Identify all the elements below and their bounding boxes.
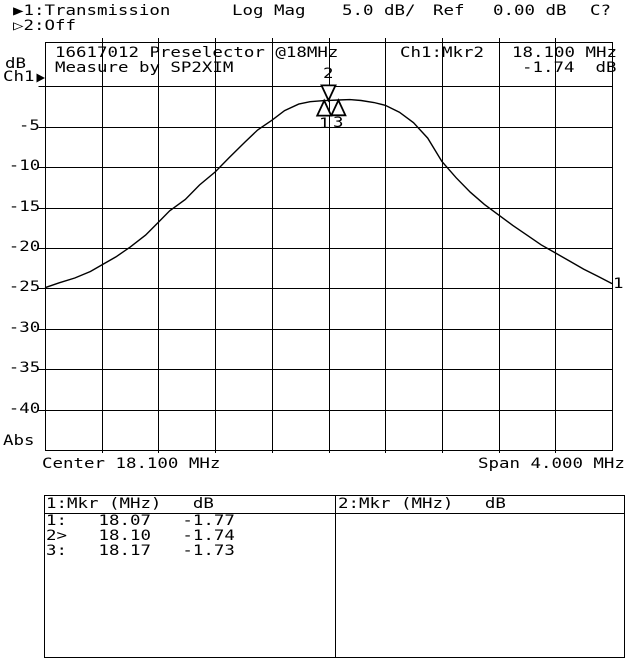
marker-readout-label: Ch1:Mkr2 — [400, 45, 484, 61]
marker-2-symbol-icon — [320, 84, 337, 103]
y-axis-mode: Abs — [3, 433, 35, 449]
header-ref-value: 0.00 dB — [493, 3, 567, 19]
trace-number-label: 1 — [613, 276, 624, 292]
header-ch1-measurement: ▶1:Transmission — [13, 3, 171, 19]
marker-2-label: 2 — [323, 66, 334, 83]
marker-3-symbol-icon — [329, 98, 347, 117]
y-axis-unit: dB — [5, 56, 26, 72]
marker-3-label: 3 — [333, 115, 344, 132]
mkr-table-row: 3: 18.17 -1.73 — [46, 543, 235, 559]
y-axis-channel: Ch1 — [3, 69, 35, 85]
graticule-title-1: 16617012 Preselector @18MHz — [55, 45, 339, 61]
y-tick-label: -30 — [8, 319, 40, 336]
y-tick-label: -5 — [19, 117, 40, 134]
center-freq-label: Center 18.100 MHz — [42, 456, 221, 472]
marker-1-symbol-icon — [315, 98, 333, 117]
marker-1-label: 1 — [319, 115, 330, 132]
mkr-table-ch1-header: 1:Mkr (MHz) dB — [46, 496, 214, 512]
graticule-title-2: Measure by SP2XIM — [55, 60, 234, 76]
header-cal-status: C? — [590, 3, 611, 19]
header-ch2-measurement: ▷2:Off — [13, 18, 76, 34]
y-tick-label: -35 — [8, 360, 40, 377]
marker-readout-value: -1.74 dB — [522, 60, 617, 76]
header-ref-label: Ref — [433, 3, 465, 19]
mkr-table-row: 1: 18.07 -1.77 — [46, 513, 235, 529]
y-tick-label: -15 — [8, 198, 40, 215]
ref-level-arrow-icon — [36, 73, 45, 83]
y-tick-label: -10 — [8, 158, 40, 175]
y-tick-label: -40 — [8, 400, 40, 417]
mkr-table-ch2-header: 2:Mkr (MHz) dB — [338, 496, 506, 512]
mkr-table-row: 2> 18.10 -1.74 — [46, 528, 235, 544]
header-scale: 5.0 dB/ — [342, 3, 416, 19]
header-format: Log Mag — [232, 3, 306, 19]
marker-table-frame — [44, 495, 625, 658]
y-tick-label: -25 — [8, 279, 40, 296]
marker-readout-freq: 18.100 MHz — [512, 45, 617, 61]
span-label: Span 4.000 MHz — [478, 456, 625, 472]
y-tick-label: -20 — [8, 239, 40, 256]
